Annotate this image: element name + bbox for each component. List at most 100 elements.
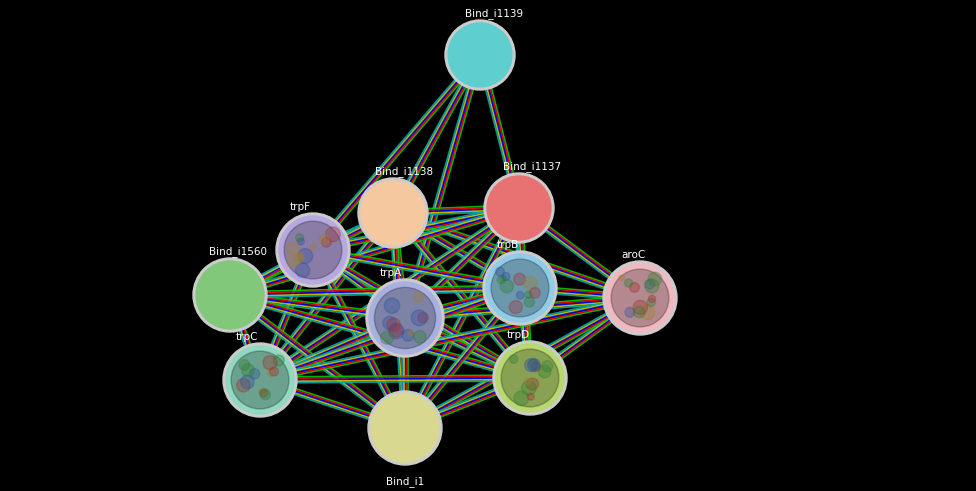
Circle shape [279,216,347,284]
Text: trpF: trpF [290,202,310,212]
Circle shape [448,23,512,87]
Circle shape [267,368,275,377]
Text: Bind_i1560: Bind_i1560 [210,246,267,257]
Circle shape [486,254,554,322]
Circle shape [524,276,537,290]
Circle shape [606,264,674,332]
Circle shape [259,388,265,394]
Circle shape [383,316,396,330]
Text: aroC: aroC [622,250,646,260]
Circle shape [529,359,539,369]
Circle shape [295,254,304,263]
Circle shape [528,358,541,371]
Circle shape [297,252,305,260]
Circle shape [319,234,329,245]
Circle shape [645,279,659,293]
Circle shape [647,298,655,307]
Circle shape [491,259,549,317]
Circle shape [524,358,538,372]
Circle shape [418,312,428,323]
Circle shape [368,391,442,465]
Circle shape [619,275,625,281]
Circle shape [276,213,350,287]
Circle shape [625,307,634,317]
Circle shape [296,263,309,277]
Circle shape [603,261,677,335]
Circle shape [358,178,428,248]
Circle shape [414,330,427,343]
Circle shape [611,269,669,327]
Circle shape [250,369,260,379]
Circle shape [640,305,655,320]
Circle shape [389,324,402,337]
Text: Bind_i1137: Bind_i1137 [503,161,561,172]
Circle shape [385,298,400,313]
Circle shape [388,323,404,339]
Circle shape [501,349,559,407]
Circle shape [414,292,424,302]
Circle shape [648,295,656,302]
Circle shape [223,343,297,417]
Circle shape [241,375,255,389]
Circle shape [273,355,284,366]
Circle shape [296,234,304,242]
Circle shape [633,300,647,315]
Circle shape [514,391,529,406]
Circle shape [539,365,550,378]
Circle shape [381,331,393,344]
Text: trpC: trpC [235,332,258,342]
Circle shape [524,378,531,384]
Circle shape [497,276,505,284]
Circle shape [500,275,507,281]
Circle shape [509,355,518,363]
Circle shape [645,279,655,289]
Text: trpA: trpA [380,268,402,278]
Circle shape [261,389,270,400]
Circle shape [496,267,505,276]
Circle shape [242,364,255,377]
Text: Bind_i1139: Bind_i1139 [465,8,522,19]
Circle shape [408,330,414,336]
Text: Bind_i1: Bind_i1 [386,476,425,487]
Circle shape [493,341,567,415]
Circle shape [445,20,515,90]
Circle shape [526,378,539,390]
Circle shape [513,273,525,285]
Circle shape [500,279,513,293]
Circle shape [509,300,522,314]
Circle shape [298,238,305,245]
Circle shape [402,329,414,341]
Circle shape [298,248,312,264]
Circle shape [521,381,536,395]
Circle shape [269,367,278,376]
Circle shape [366,279,444,357]
Circle shape [625,279,632,287]
Circle shape [226,346,294,414]
Circle shape [483,251,557,325]
Circle shape [525,291,532,299]
Circle shape [527,393,534,400]
Circle shape [309,244,316,250]
Circle shape [484,173,554,243]
Text: Bind_i1138: Bind_i1138 [375,166,432,177]
Circle shape [196,261,264,329]
Circle shape [321,238,331,247]
Circle shape [530,287,540,298]
Text: trpD: trpD [507,330,530,340]
Circle shape [375,287,435,349]
Circle shape [524,297,534,307]
Circle shape [531,362,541,371]
Circle shape [284,221,342,279]
Circle shape [361,181,425,245]
Circle shape [487,176,551,240]
Circle shape [648,272,662,286]
Circle shape [287,243,300,255]
Circle shape [496,344,564,412]
Circle shape [193,258,267,332]
Circle shape [633,306,645,318]
Circle shape [630,282,639,292]
Circle shape [371,394,439,462]
Circle shape [502,273,509,280]
Circle shape [236,379,250,392]
Circle shape [369,282,441,354]
